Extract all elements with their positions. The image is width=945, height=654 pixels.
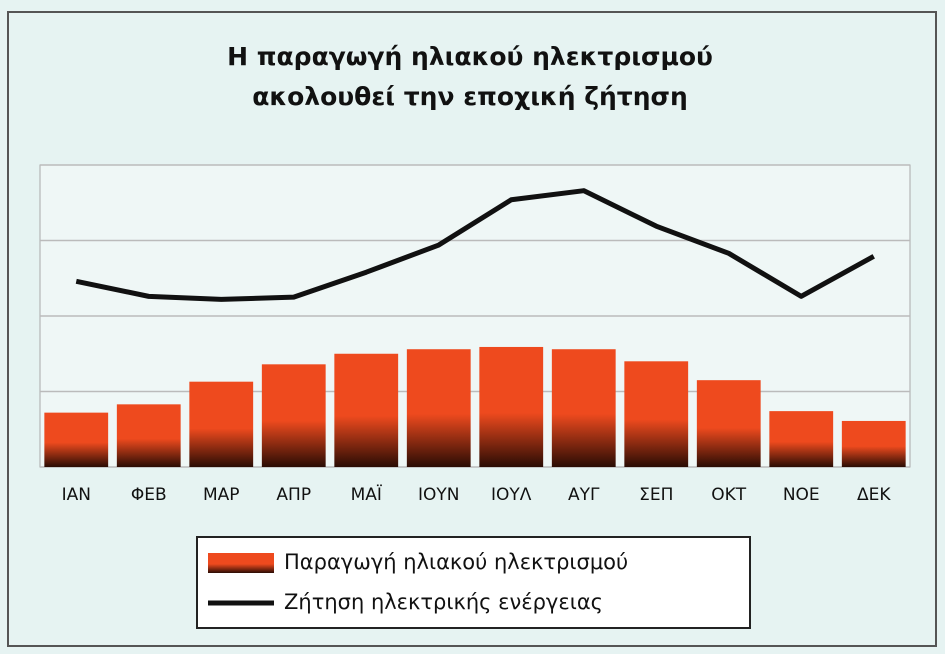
x-tick-label: ΔΕΚ [857, 485, 891, 505]
bar [44, 412, 109, 467]
frame [7, 11, 937, 647]
bar [406, 349, 471, 467]
bar [334, 353, 399, 467]
bar [551, 349, 616, 467]
bar [769, 411, 834, 467]
line [75, 188, 875, 302]
x-tick-label: ΙΑΝ [62, 485, 91, 505]
chart-title: ακολουθεί την εποχική ζήτηση [252, 82, 688, 111]
x-tick-label: ΑΥΓ [568, 485, 600, 505]
x-tick-label: ΜΑΡ [203, 485, 240, 505]
x-tick-label: ΟΚΤ [711, 485, 747, 505]
bar [479, 346, 544, 467]
bar [189, 381, 254, 467]
bar [116, 404, 181, 467]
x-tick-label: ΣΕΠ [639, 485, 673, 505]
x-tick-label: ΜΑΪ [351, 484, 382, 505]
x-tick-label: ΙΟΥΛ [491, 485, 532, 505]
legend-swatch [208, 553, 274, 573]
bar [624, 361, 689, 467]
chart-title: Η παραγωγή ηλιακού ηλεκτρισμού [227, 42, 713, 71]
legend-label: Παραγωγή ηλιακού ηλεκτρισμού [284, 550, 628, 574]
bar [261, 364, 326, 467]
legend-label: Ζήτηση ηλεκτρικής ενέργειας [284, 590, 603, 614]
legend [196, 536, 751, 629]
x-tick-label: ΝΟΕ [783, 485, 820, 505]
bar [696, 380, 761, 467]
bar [841, 420, 906, 467]
x-tick-label: ΙΟΥΝ [418, 485, 460, 505]
x-tick-label: ΦΕΒ [131, 485, 167, 505]
x-tick-label: ΑΠΡ [276, 485, 311, 505]
